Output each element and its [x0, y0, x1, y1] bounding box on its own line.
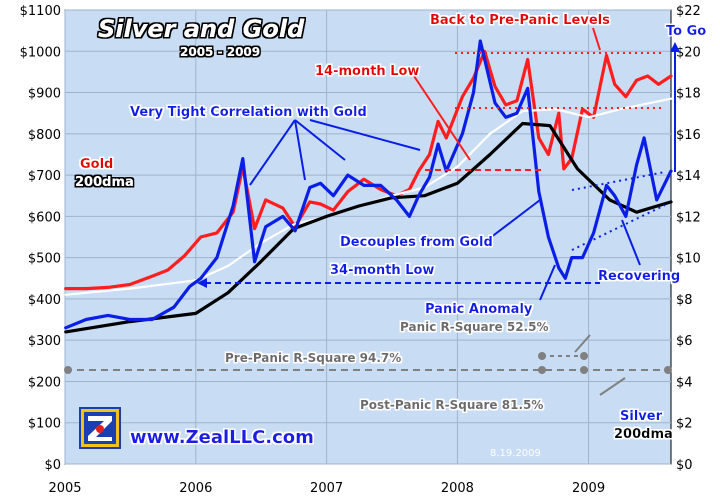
y-right-tick-label: $16	[676, 128, 701, 143]
y-left-tick-label: $700	[28, 169, 61, 184]
y-left-tick-label: $1000	[20, 45, 61, 60]
y-left-tick-label: $600	[28, 210, 61, 225]
y-right-tick-label: $0	[676, 458, 693, 473]
annotation-14-month-low: 14-month Low	[315, 64, 419, 79]
annotation-recovering: Recovering	[598, 269, 680, 284]
y-left-tick-label: $500	[28, 252, 61, 267]
y-right-tick-label: $2	[676, 417, 693, 432]
grid-lines	[64, 9, 671, 465]
x-axis: 2005 2006 2007 2008 2009	[48, 481, 605, 496]
y-left-tick-label: $100	[28, 417, 61, 432]
y-right-tick-label: $22	[676, 4, 701, 19]
x-tick-label: 2009	[572, 481, 605, 496]
legend-gold: Gold	[80, 157, 113, 172]
silver-200dma-line	[64, 121, 673, 334]
annotation-guides	[64, 27, 680, 396]
y-right-tick-label: $6	[676, 334, 693, 349]
annotation-to-go: To Go	[666, 24, 706, 39]
series-lines	[64, 39, 673, 334]
x-tick-label: 2006	[179, 481, 212, 496]
zeal-logo	[79, 407, 121, 449]
y-left-tick-label: $1100	[20, 4, 61, 19]
x-tick-label: 2007	[310, 481, 343, 496]
y-right-tick-label: $18	[676, 87, 701, 102]
annotation-post-panic-rsquare: Post-Panic R-Square 81.5%	[360, 398, 543, 412]
annotation-decouples: Decouples from Gold	[340, 235, 493, 250]
y-left-tick-label: $300	[28, 334, 61, 349]
y-right-tick-label: $8	[676, 293, 693, 308]
website-label: www.ZealLLC.com	[130, 427, 314, 448]
y-left-tick-label: $900	[28, 87, 61, 102]
y-right-tick-label: $20	[676, 45, 701, 60]
y-right-tick-label: $14	[676, 169, 701, 184]
y-axis-left: $0 $100 $200 $300 $400 $500 $600 $700 $800 $900 $1…	[20, 4, 61, 473]
y-axis-right: $0 $2 $4 $6 $8 $10 $12 $14 $16 $18 $20 $22	[676, 4, 701, 473]
annotation-tight-correlation: Very Tight Correlation with Gold	[130, 105, 367, 120]
silver-line	[64, 39, 673, 330]
x-tick-label: 2005	[48, 481, 81, 496]
gold-line	[64, 49, 673, 291]
legend-silver-200dma: 200dma	[614, 427, 673, 442]
y-left-tick-label: $800	[28, 128, 61, 143]
y-left-tick-label: $200	[28, 375, 61, 390]
chart-title: Silver and Gold	[98, 15, 305, 43]
annotation-pre-panic-rsquare: Pre-Panic R-Square 94.7%	[225, 351, 401, 365]
y-right-tick-label: $4	[676, 375, 693, 390]
legend-silver: Silver	[620, 409, 663, 424]
y-left-tick-label: $400	[28, 293, 61, 308]
annotation-34-month-low: 34-month Low	[330, 263, 434, 278]
chart-subtitle: 2005 - 2009	[180, 45, 260, 59]
annotation-panic-anomaly: Panic Anomaly	[425, 302, 533, 317]
x-tick-label: 2008	[441, 481, 474, 496]
date-stamp: 8.19.2009	[490, 448, 541, 459]
y-right-tick-label: $12	[676, 210, 701, 225]
annotation-back-to-pre-panic: Back to Pre-Panic Levels	[430, 13, 610, 28]
legend-gold-200dma: 200dma	[75, 175, 134, 190]
annotation-panic-rsquare: Panic R-Square 52.5%	[400, 320, 548, 334]
plot-area	[64, 9, 672, 465]
y-right-tick-label: $10	[676, 252, 701, 267]
y-left-tick-label: $0	[44, 458, 61, 473]
